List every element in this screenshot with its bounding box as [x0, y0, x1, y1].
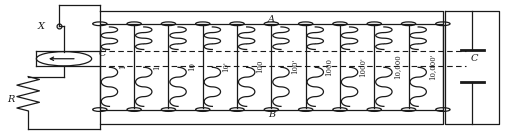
Text: 100: 100 — [257, 60, 264, 73]
Text: 1': 1' — [154, 63, 161, 70]
Text: 100': 100' — [291, 59, 298, 74]
Text: 10,000: 10,000 — [394, 54, 401, 79]
Text: C: C — [471, 54, 479, 63]
Text: 1000: 1000 — [325, 58, 333, 76]
Text: 1: 1 — [119, 64, 127, 69]
Text: X: X — [37, 22, 45, 31]
Text: 10: 10 — [188, 62, 196, 71]
Text: 10,000': 10,000' — [428, 53, 436, 80]
Text: B: B — [268, 110, 275, 119]
Text: R: R — [8, 95, 15, 103]
Text: C: C — [99, 49, 106, 58]
Text: 10': 10' — [222, 61, 230, 72]
Text: A: A — [268, 15, 275, 24]
Text: 1000': 1000' — [359, 57, 367, 77]
